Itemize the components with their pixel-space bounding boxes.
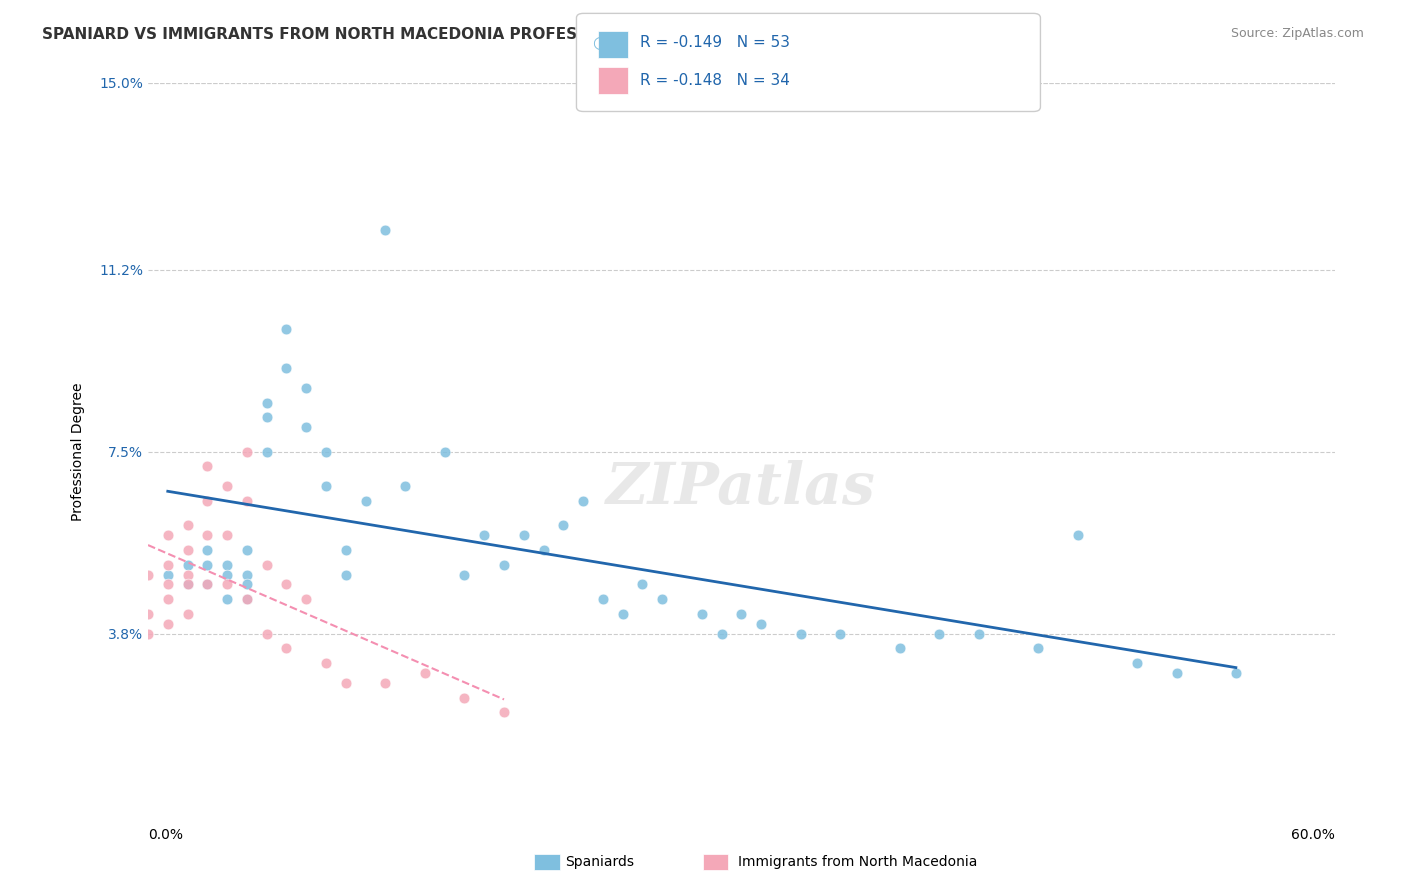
Point xyxy=(195,577,218,591)
Point xyxy=(236,494,259,508)
Point xyxy=(928,626,950,640)
Point xyxy=(217,528,239,542)
Text: R = -0.148   N = 34: R = -0.148 N = 34 xyxy=(640,73,790,87)
Point xyxy=(176,558,198,572)
Point xyxy=(749,616,772,631)
Point xyxy=(156,567,179,582)
Point xyxy=(276,322,298,336)
Point xyxy=(236,543,259,558)
Point xyxy=(789,626,811,640)
Point xyxy=(195,494,218,508)
Point xyxy=(217,592,239,607)
Point xyxy=(217,567,239,582)
Point xyxy=(217,577,239,591)
Point xyxy=(472,528,495,542)
Point xyxy=(592,592,614,607)
Point xyxy=(156,616,179,631)
Point xyxy=(256,410,278,425)
Point xyxy=(195,543,218,558)
Text: R = -0.149   N = 53: R = -0.149 N = 53 xyxy=(640,36,790,50)
Point xyxy=(533,543,555,558)
Point xyxy=(276,641,298,656)
Point xyxy=(354,494,377,508)
Text: Immigrants from North Macedonia: Immigrants from North Macedonia xyxy=(738,855,977,869)
Point xyxy=(453,567,475,582)
Point xyxy=(374,675,396,690)
Point xyxy=(256,444,278,458)
Point xyxy=(572,494,595,508)
Point xyxy=(315,656,337,670)
Point xyxy=(1026,641,1049,656)
Point xyxy=(651,592,673,607)
Point xyxy=(156,558,179,572)
Point xyxy=(156,592,179,607)
Point xyxy=(195,577,218,591)
Point xyxy=(631,577,654,591)
Point xyxy=(1126,656,1149,670)
Y-axis label: Professional Degree: Professional Degree xyxy=(72,383,86,521)
Text: 0.0%: 0.0% xyxy=(148,828,183,842)
Point xyxy=(176,543,198,558)
Point xyxy=(295,592,318,607)
Point xyxy=(176,567,198,582)
Point xyxy=(176,577,198,591)
Point xyxy=(453,690,475,705)
Point xyxy=(1066,528,1088,542)
Point xyxy=(889,641,911,656)
Point xyxy=(315,444,337,458)
Point xyxy=(612,607,634,621)
Point xyxy=(256,558,278,572)
Point xyxy=(195,558,218,572)
Point xyxy=(217,479,239,493)
Point xyxy=(156,528,179,542)
Point xyxy=(1225,665,1247,680)
Point xyxy=(236,577,259,591)
Point xyxy=(176,607,198,621)
Point xyxy=(374,223,396,237)
Point xyxy=(136,626,159,640)
Point xyxy=(492,558,515,572)
Point xyxy=(236,592,259,607)
Point xyxy=(236,567,259,582)
Text: Spaniards: Spaniards xyxy=(565,855,634,869)
Point xyxy=(967,626,990,640)
Point xyxy=(295,381,318,395)
Point xyxy=(176,577,198,591)
Text: 60.0%: 60.0% xyxy=(1291,828,1334,842)
Text: ZIPatlas: ZIPatlas xyxy=(606,460,876,516)
Point xyxy=(256,395,278,409)
Point xyxy=(1166,665,1188,680)
Point xyxy=(413,665,436,680)
Point xyxy=(295,420,318,434)
Text: ○: ○ xyxy=(592,34,606,52)
Point xyxy=(335,567,357,582)
Point xyxy=(335,675,357,690)
Text: Source: ZipAtlas.com: Source: ZipAtlas.com xyxy=(1230,27,1364,40)
Point xyxy=(176,518,198,533)
Text: SPANIARD VS IMMIGRANTS FROM NORTH MACEDONIA PROFESSIONAL DEGREE CORRELATION CHAR: SPANIARD VS IMMIGRANTS FROM NORTH MACEDO… xyxy=(42,27,901,42)
Point xyxy=(276,577,298,591)
Point xyxy=(730,607,752,621)
Point xyxy=(256,626,278,640)
Point xyxy=(195,528,218,542)
Point xyxy=(710,626,733,640)
Point xyxy=(335,543,357,558)
Point xyxy=(217,558,239,572)
Point xyxy=(156,577,179,591)
Point xyxy=(315,479,337,493)
Point xyxy=(433,444,456,458)
Point xyxy=(513,528,536,542)
Point xyxy=(136,607,159,621)
Point xyxy=(276,361,298,376)
Point xyxy=(553,518,575,533)
Point xyxy=(195,459,218,474)
Point xyxy=(830,626,852,640)
Point xyxy=(236,592,259,607)
Point xyxy=(492,706,515,720)
Point xyxy=(394,479,416,493)
Point xyxy=(236,444,259,458)
Point xyxy=(690,607,713,621)
Point xyxy=(136,567,159,582)
